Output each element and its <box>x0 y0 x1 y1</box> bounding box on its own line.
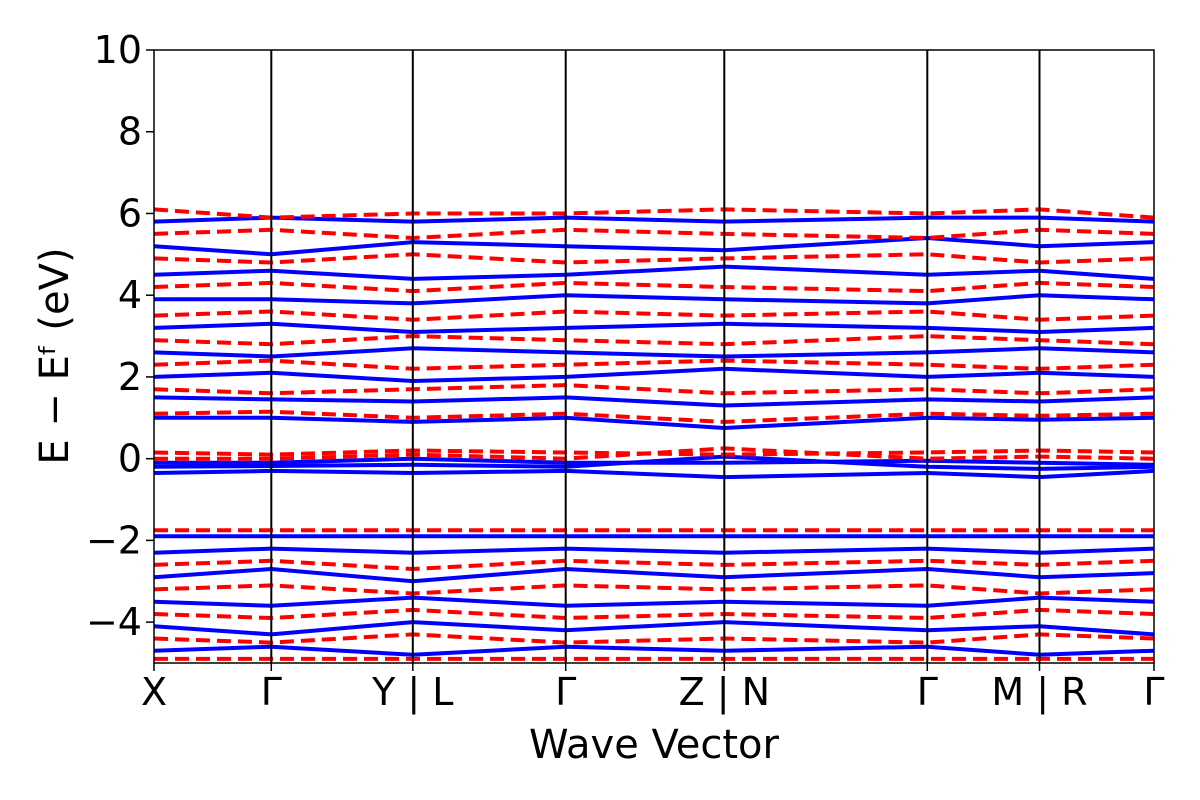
series-layer <box>154 207 1154 661</box>
y-tick-label: 0 <box>118 437 142 481</box>
dashed-band-1 <box>154 446 1154 461</box>
solid-band-7 <box>154 321 1154 335</box>
solid-band-6 <box>154 346 1154 359</box>
dashed-band-13 <box>154 583 1154 596</box>
solid-band-11 <box>154 215 1154 224</box>
kpath-label: X <box>141 670 167 714</box>
dashed-band-9 <box>154 227 1154 241</box>
solid-band-16 <box>154 620 1154 637</box>
y-axis-ticks: −4 −2 0 2 4 6 8 10 <box>86 28 154 644</box>
kpath-label: Γ <box>555 670 576 714</box>
dashed-band-5 <box>154 334 1154 347</box>
solid-band-4 <box>154 395 1154 408</box>
x-axis-ticks: X Γ Y | L Γ Z | N Γ M | R Γ <box>141 663 1165 715</box>
dashed-band-4 <box>154 358 1154 371</box>
y-tick-label: −4 <box>86 600 142 644</box>
plot-frame <box>153 49 1155 664</box>
kpath-label: Z | N <box>679 670 770 715</box>
y-tick-label: 2 <box>118 355 142 399</box>
dashed-band-2 <box>154 409 1154 424</box>
dashed-band-15 <box>154 632 1154 645</box>
solid-band-14 <box>154 566 1154 584</box>
dashed-band-14 <box>154 607 1154 621</box>
dashed-band-6 <box>154 309 1154 322</box>
solid-band-9 <box>154 264 1154 281</box>
dashed-band-7 <box>154 280 1154 294</box>
y-tick-label: 4 <box>118 273 142 317</box>
solid-band-10 <box>154 235 1154 257</box>
x-axis-title: Wave Vector <box>529 722 780 768</box>
y-tick-label: 8 <box>118 110 142 154</box>
y-tick-label: 10 <box>94 28 142 72</box>
y-tick-label: 6 <box>118 191 142 235</box>
solid-band-17 <box>154 644 1154 657</box>
y-axis-title: E − Eᶠ (eV) <box>32 247 78 464</box>
kpath-label: Γ <box>261 670 282 714</box>
solid-band-3 <box>154 415 1154 431</box>
kpath-label: M | R <box>991 670 1087 715</box>
kpath-divider-lines <box>270 50 1041 663</box>
y-tick-label: −2 <box>86 518 142 562</box>
kpath-label: Γ <box>917 670 938 714</box>
solid-band-8 <box>154 293 1154 306</box>
kpath-label: Γ <box>1143 670 1164 714</box>
dashed-band-10 <box>154 207 1154 220</box>
solid-band-2 <box>154 456 1154 467</box>
solid-band-13 <box>154 546 1154 555</box>
dashed-band-3 <box>154 383 1154 396</box>
dashed-band-12 <box>154 558 1154 572</box>
solid-band-15 <box>154 595 1154 608</box>
kpath-label: Y | L <box>371 670 453 715</box>
dashed-band-8 <box>154 252 1154 265</box>
solid-band-5 <box>154 366 1154 384</box>
solid-band-0 <box>154 468 1154 480</box>
dashed-band-0 <box>154 448 1154 457</box>
